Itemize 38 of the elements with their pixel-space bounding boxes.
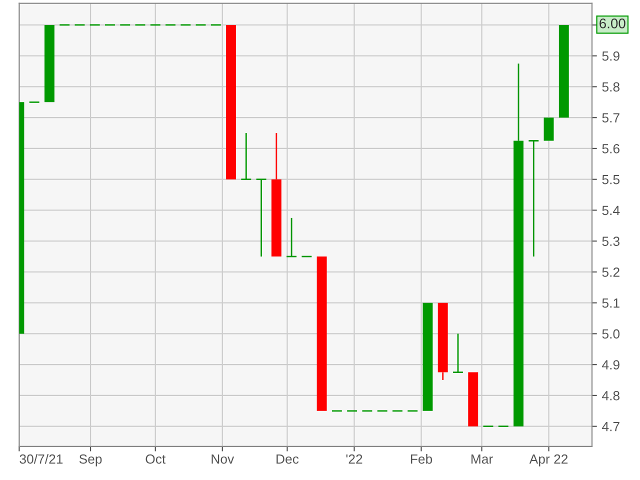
y-tick-label: 5.7 bbox=[602, 113, 620, 123]
y-tick-label: 5.4 bbox=[602, 206, 620, 216]
y-tick-label: 5.6 bbox=[602, 144, 620, 154]
text: 6.00 bbox=[600, 18, 626, 28]
x-tick-label: Nov bbox=[212, 454, 234, 464]
candlestick bbox=[422, 302, 433, 411]
candlestick bbox=[452, 333, 464, 373]
candlestick bbox=[528, 140, 540, 258]
candlestick bbox=[256, 178, 267, 258]
candlestick bbox=[240, 132, 252, 180]
candlestick bbox=[286, 217, 298, 258]
x-tick-label: Feb bbox=[410, 454, 432, 464]
candlestick bbox=[514, 62, 524, 426]
y-tick-label: 5.9 bbox=[602, 51, 620, 61]
y-tick-label: 4.8 bbox=[602, 391, 620, 400]
x-tick-label: Oct bbox=[146, 454, 166, 464]
x-tick-label: Sep bbox=[79, 454, 102, 466]
x-tick-label: Dec bbox=[276, 454, 299, 464]
candlestick bbox=[468, 372, 478, 426]
x-tick-label: 30/7/21 bbox=[20, 454, 63, 464]
candlestick bbox=[438, 302, 448, 381]
y-tick-label: 5.3 bbox=[602, 236, 620, 246]
y-tick-label: 5.0 bbox=[602, 329, 620, 339]
x-tick-label: '22 bbox=[346, 454, 362, 464]
y-tick-label: 5.8 bbox=[602, 82, 620, 92]
y-tick-label: 4.9 bbox=[602, 360, 620, 370]
candlestick bbox=[316, 256, 327, 411]
x-tick-label: Mar bbox=[471, 454, 493, 464]
x-tick-label: Apr 22 bbox=[529, 454, 568, 466]
candlestick bbox=[558, 24, 569, 118]
y-tick-label: 5.2 bbox=[602, 268, 620, 277]
candlestick bbox=[544, 118, 554, 141]
candlestick bbox=[226, 24, 236, 180]
y-tick-label: 4.7 bbox=[602, 422, 620, 432]
y-tick-label: 5.5 bbox=[602, 175, 620, 184]
candlestick bbox=[271, 132, 282, 257]
candlestick bbox=[44, 24, 54, 102]
y-tick-label: 5.1 bbox=[602, 298, 620, 308]
